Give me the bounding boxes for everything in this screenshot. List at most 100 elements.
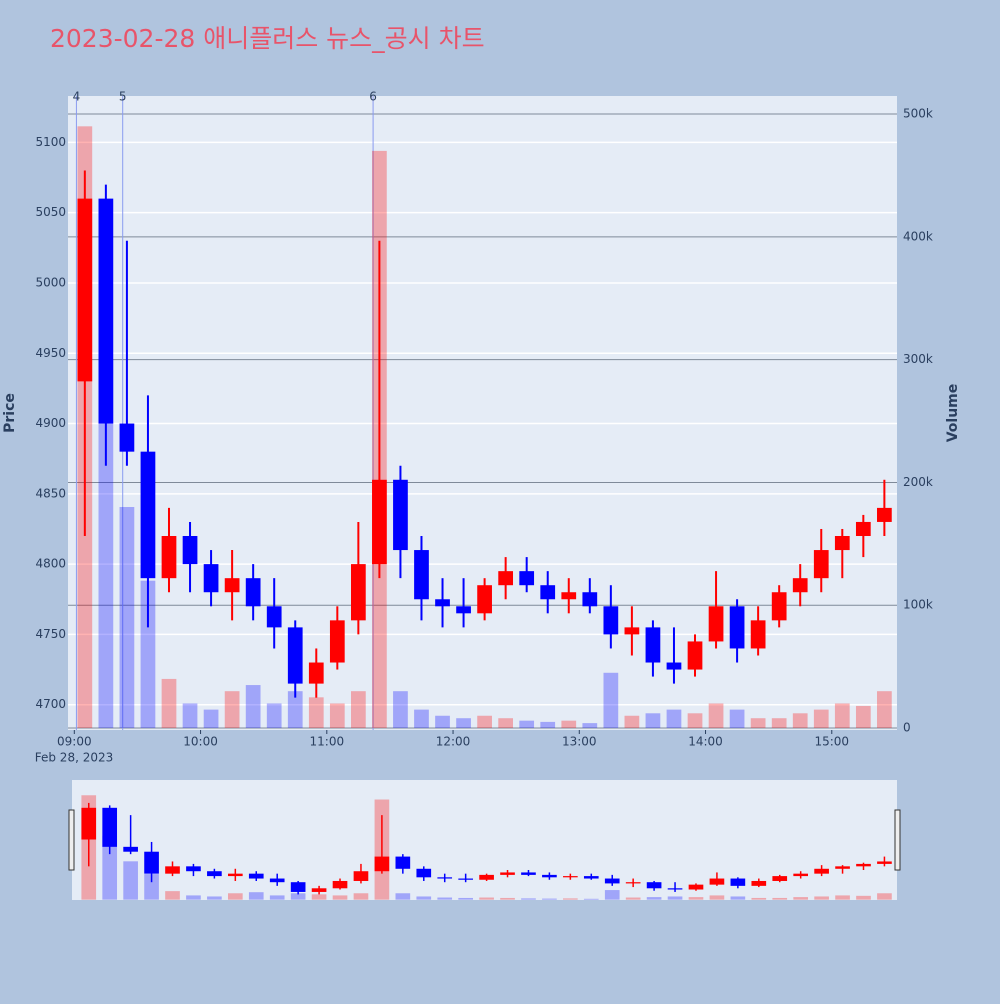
volume-bar [287,691,303,729]
x-tick-label: 15:00 [814,735,849,749]
range-handle[interactable] [894,809,901,871]
candle-body [266,606,282,628]
volume-bar [792,713,808,729]
mini-candle-body [500,872,515,875]
y2-tick-label: 500k [903,107,933,121]
volume-bar [266,703,282,729]
chart-title: 2023-02-28 애니플러스 뉴스_공시 차트 [50,24,485,53]
volume-bar [603,672,619,729]
candle-body [771,592,787,621]
mini-volume-bar [688,897,704,900]
candle-body [414,550,429,600]
candle-body [792,578,808,593]
volume-bar [708,703,724,729]
candle-body [645,627,661,663]
mini-candle-body [542,874,557,878]
volume-bar [877,691,892,729]
mini-volume-bar [751,897,767,900]
mini-candle-body [835,866,850,869]
mini-volume-bar [311,894,327,900]
mini-candle-body [814,868,829,874]
y-tick-label: 5050 [35,205,66,219]
candle-body [161,536,177,579]
x-tick-label: 10:00 [183,735,218,749]
mini-volume-bar [437,897,453,900]
mini-volume-bar [542,898,557,900]
mini-candle-body [688,884,704,890]
volume-bar [498,718,514,729]
mini-candle-body [646,882,662,889]
volume-bar [666,709,682,729]
event-label: 5 [119,90,127,104]
x-sublabel: Feb 28, 2023 [35,751,114,765]
mini-volume-bar [416,896,432,900]
mini-volume-bar [186,895,201,900]
y-tick-label: 4850 [35,486,66,500]
mini-volume-bar [646,897,662,900]
mini-volume-bar [625,897,641,900]
mini-candle-body [877,861,892,864]
y-tick-label: 4800 [35,557,66,571]
volume-bar [329,703,345,729]
mini-volume-bar [290,893,306,900]
mini-candle-body [207,871,222,877]
x-tick-label: 13:00 [562,735,597,749]
mini-volume-bar [500,897,515,900]
mini-volume-bar [730,896,746,900]
mini-candle-body [416,868,432,878]
y-tick-label: 4950 [35,346,66,360]
x-tick-label: 12:00 [436,735,471,749]
mini-candle-body [604,878,620,884]
mini-volume-bar [583,898,599,900]
mini-candle-body [332,880,348,889]
mini-candle-body [353,871,369,881]
candle-body [224,578,240,593]
event-label: 4 [73,90,81,104]
candle-body [540,585,556,600]
mini-candle-body [793,873,809,877]
mini-volume-bar [165,891,180,900]
volume-bar [624,715,640,729]
mini-volume-bar [248,892,264,900]
mini-volume-bar [709,895,725,900]
y-axis-title: Price [2,393,18,433]
mini-candle-body [144,851,159,874]
mini-candle-body [248,873,264,879]
mini-candle-body [374,856,390,872]
range-slider[interactable] [72,780,897,900]
volume-bar [435,715,450,729]
mini-candle-body [227,873,243,877]
candle-body [393,479,408,551]
candle-body [456,606,471,614]
mini-candle-body [625,882,641,884]
candle-body [77,198,93,382]
candle-body [477,585,492,614]
candle-body [855,521,871,537]
y-tick-label: 4750 [35,627,66,641]
candle-body [435,599,450,607]
mini-volume-bar [227,893,243,900]
mini-candle-body [311,888,327,892]
mini-candle-body [563,876,578,878]
mini-candle-body [730,878,746,886]
candle-body [182,536,198,565]
mini-candle-body [583,876,599,879]
mini-volume-bar [814,896,829,900]
mini-volume-bar [667,896,683,900]
candle-body [877,507,892,522]
candle-body [834,536,850,551]
mini-volume-bar [144,874,159,900]
mini-candle-body [102,807,118,847]
volume-bar [540,721,556,729]
mini-candle-body [479,874,494,880]
mini-volume-bar [395,893,411,900]
range-handle[interactable] [68,809,75,871]
mini-volume-bar [353,893,369,900]
volume-bar [729,709,745,729]
mini-candle-body [856,863,871,867]
y2-tick-label: 200k [903,475,933,489]
mini-candle-body [667,888,683,890]
candle-body [624,627,640,635]
mini-volume-bar [479,897,494,900]
